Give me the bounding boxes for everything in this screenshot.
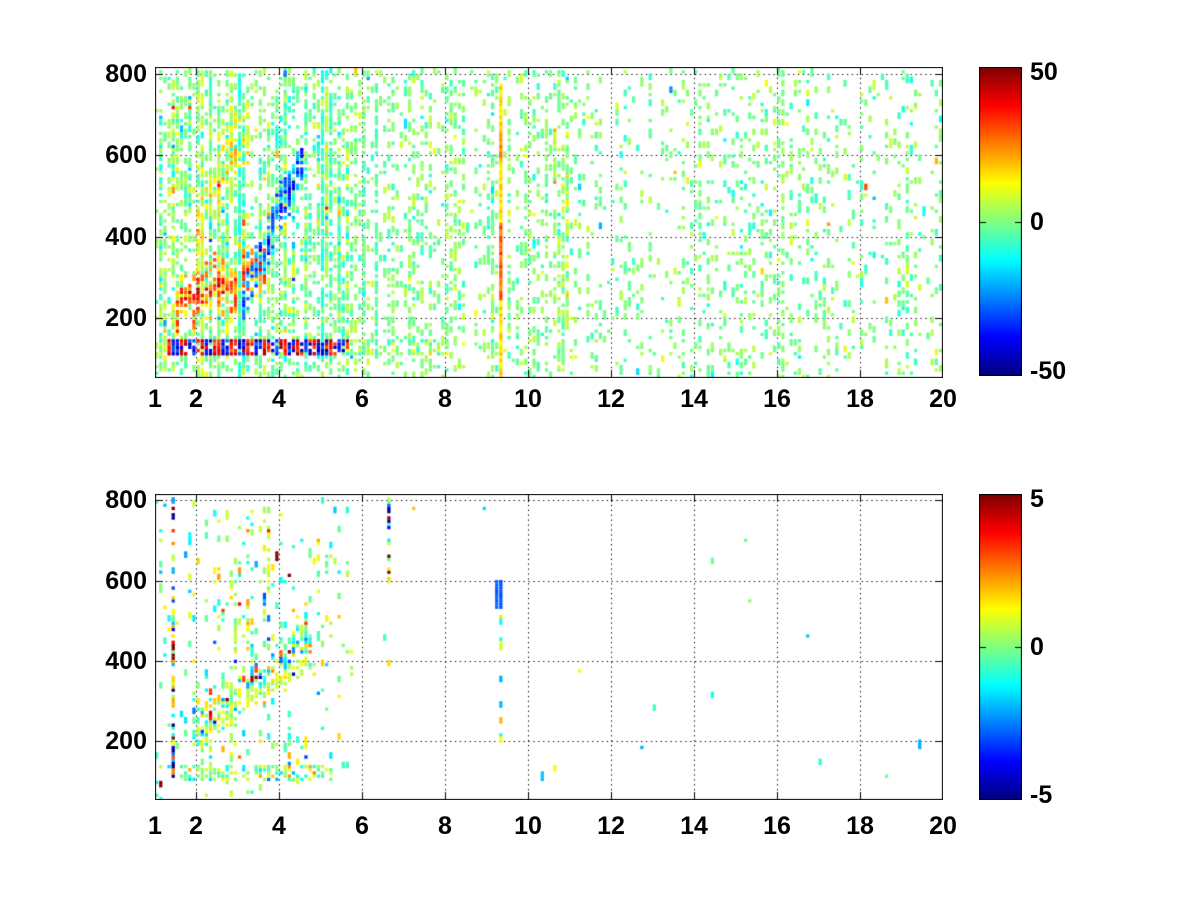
x-tick-label: 18: [846, 812, 874, 840]
colorbar-tick-label: -5: [1030, 781, 1053, 809]
x-tick-label: 4: [272, 812, 286, 840]
colorbar-canvas: [979, 494, 1022, 800]
x-tick-label: 2: [189, 385, 203, 413]
x-tick-label: 8: [438, 385, 452, 413]
x-tick-label: 4: [272, 385, 286, 413]
x-tick-label: 12: [597, 385, 625, 413]
y-tick-label: 200: [105, 727, 147, 755]
y-tick-label: 800: [105, 60, 147, 88]
x-tick-label: 2: [189, 812, 203, 840]
x-tick-label: 20: [929, 812, 957, 840]
colorbar-canvas: [979, 67, 1022, 376]
x-tick-label: 12: [597, 812, 625, 840]
y-tick-label: 600: [105, 567, 147, 595]
x-tick-label: 14: [680, 385, 708, 413]
x-tick-label: 8: [438, 812, 452, 840]
y-tick-label: 400: [105, 647, 147, 675]
heatmap-canvas: [155, 67, 943, 378]
colorbar-tick-label: 5: [1030, 485, 1044, 513]
x-tick-label: 6: [355, 812, 369, 840]
x-tick-label: 1: [148, 812, 162, 840]
x-tick-label: 18: [846, 385, 874, 413]
y-tick-label: 800: [105, 486, 147, 514]
x-tick-label: 16: [763, 385, 791, 413]
heatmap-canvas: [155, 494, 943, 800]
x-tick-label: 16: [763, 812, 791, 840]
x-tick-label: 14: [680, 812, 708, 840]
x-tick-label: 10: [514, 385, 542, 413]
x-tick-label: 6: [355, 385, 369, 413]
colorbar-tick-label: 0: [1030, 633, 1044, 661]
x-tick-label: 1: [148, 385, 162, 413]
colorbar-tick-label: 50: [1030, 58, 1058, 86]
y-tick-label: 600: [105, 141, 147, 169]
x-tick-label: 20: [929, 385, 957, 413]
y-tick-label: 200: [105, 304, 147, 332]
colorbar-tick-label: -50: [1030, 357, 1067, 385]
colorbar-tick-label: 0: [1030, 208, 1044, 236]
y-tick-label: 400: [105, 223, 147, 251]
x-tick-label: 10: [514, 812, 542, 840]
